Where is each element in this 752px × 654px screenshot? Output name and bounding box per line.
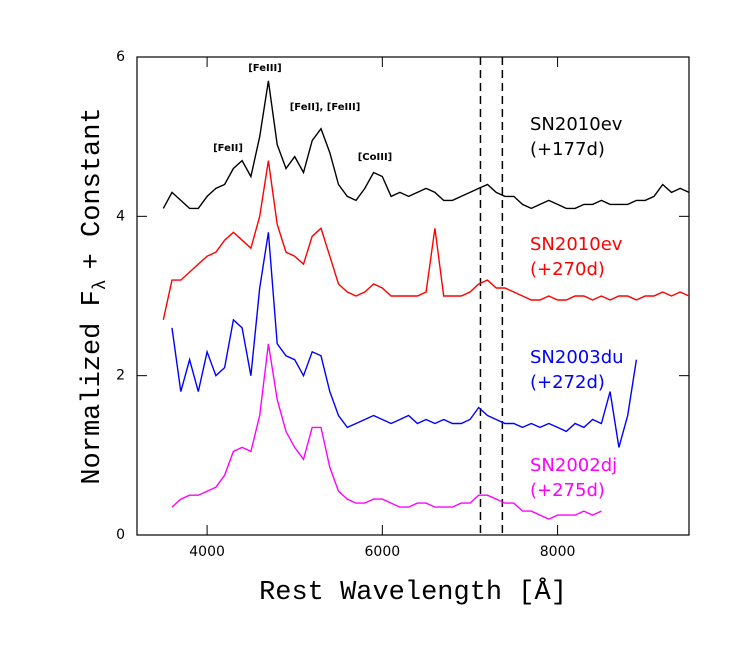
series-epoch: (+177d) (530, 139, 605, 160)
spectrum-line (171, 343, 602, 520)
y-tick-label: 4 (116, 208, 125, 224)
series-epoch: (+275d) (530, 480, 605, 501)
x-axis-label: Rest Wavelength [Å] (259, 577, 567, 608)
annotation: [FeII], [FeIII] (290, 102, 361, 113)
series-label: SN2002dj (530, 455, 617, 476)
x-tick-label: 6000 (365, 544, 401, 560)
x-tick-label: 4000 (189, 544, 225, 560)
series-epoch: (+272d) (530, 372, 605, 393)
annotation: [CoIII] (358, 152, 393, 163)
y-label-sub: λ (91, 279, 111, 290)
spectrum-line (171, 232, 638, 448)
annotation: [FeII] (213, 143, 243, 154)
series-label: SN2010ev (530, 234, 623, 255)
y-tick-label: 6 (116, 49, 125, 65)
spectrum-line (162, 160, 690, 321)
series-epoch: (+270d) (530, 259, 605, 280)
annotation: [FeIII] (248, 63, 282, 74)
y-axis-label: Normalized Fλ + Constant (78, 107, 111, 484)
y-tick-label: 2 (116, 368, 125, 384)
y-label-tail: + Constant (78, 107, 108, 269)
series-label: SN2003du (530, 347, 624, 368)
y-label-main: Normalized F (78, 290, 108, 484)
y-tick-label: 0 (116, 527, 125, 543)
x-tick-label: 8000 (540, 544, 576, 560)
series-label: SN2010ev (530, 114, 623, 135)
spectrum-line (162, 80, 690, 210)
